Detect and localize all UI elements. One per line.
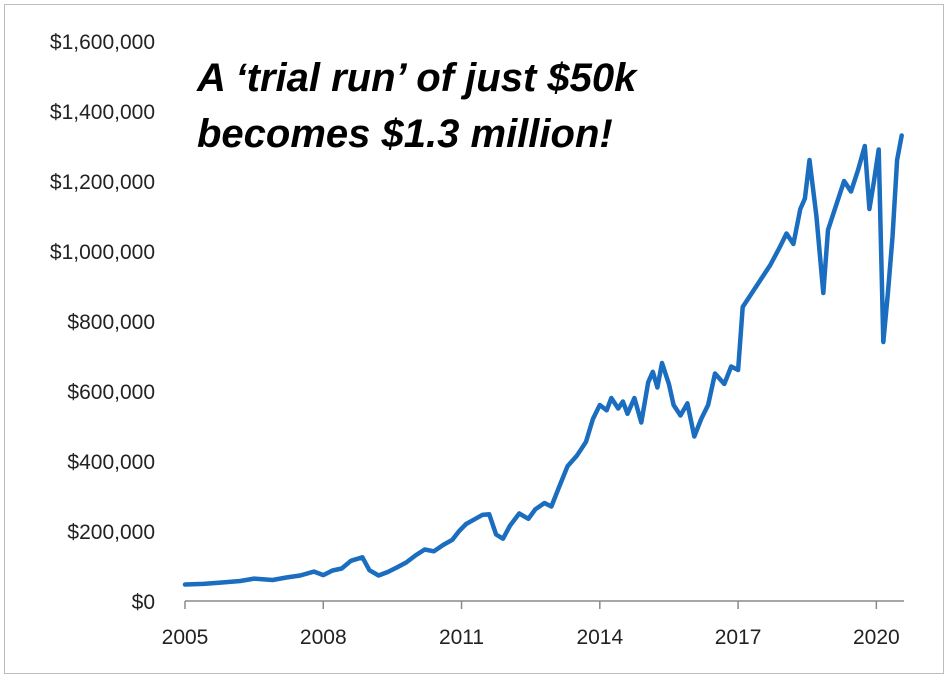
x-tick-label: 2020 xyxy=(853,626,900,649)
series-line xyxy=(182,133,904,587)
y-tick-label: $800,000 xyxy=(67,311,155,334)
chart-frame xyxy=(4,4,944,674)
x-tick-label: 2014 xyxy=(576,626,623,649)
x-tick-label: 2008 xyxy=(300,626,347,649)
x-axis xyxy=(184,600,904,609)
x-tick-label: 2005 xyxy=(162,626,209,649)
x-axis-tick-labels: 2005 2008 2011 2014 2017 2020 xyxy=(162,626,900,649)
chart-title-line-1: A ‘trial run’ of just $50k xyxy=(196,56,638,100)
y-tick-label: $200,000 xyxy=(67,521,155,544)
y-tick-label: $1,200,000 xyxy=(50,171,155,194)
chart-title-line-2: becomes $1.3 million! xyxy=(197,112,613,156)
y-tick-label: $1,400,000 xyxy=(50,101,155,124)
y-tick-label: $600,000 xyxy=(67,381,155,404)
y-tick-label: $400,000 xyxy=(67,451,155,474)
y-tick-label: $0 xyxy=(132,591,155,614)
x-tick-label: 2011 xyxy=(439,626,484,649)
y-axis-tick-labels: $0 $200,000 $400,000 $600,000 $800,000 $1,000… xyxy=(50,31,155,614)
y-tick-label: $1,000,000 xyxy=(50,241,155,264)
x-tick-label: 2017 xyxy=(715,626,762,649)
y-tick-label: $1,600,000 xyxy=(50,31,155,54)
